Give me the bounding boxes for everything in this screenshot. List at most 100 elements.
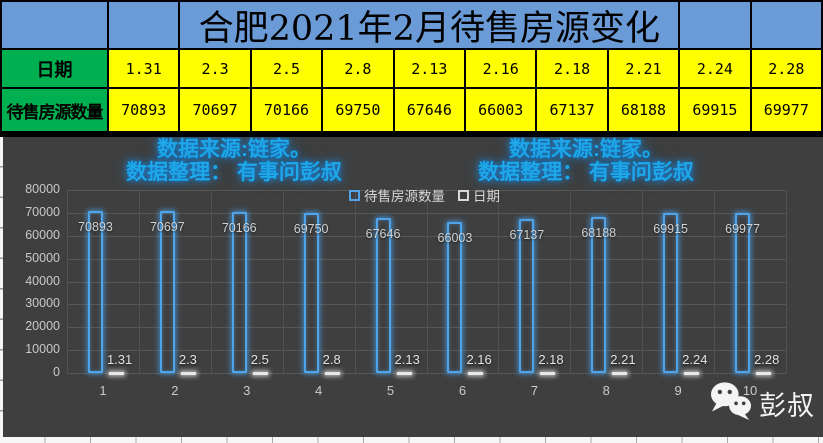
wechat-icon: [708, 380, 754, 426]
y-axis-tick-label: 0: [53, 365, 60, 379]
date-bar: [396, 372, 412, 375]
count-cell[interactable]: 69977: [751, 89, 821, 131]
x-axis-category-label: 8: [602, 383, 610, 398]
date-bar: [108, 372, 124, 375]
date-value-label: 2.18: [538, 352, 564, 367]
legend-item-date[interactable]: 日期: [458, 185, 500, 205]
bar-value-label: 67646: [365, 227, 401, 242]
wechat-branding: 彭叔: [708, 380, 815, 426]
date-cell[interactable]: 2.8: [323, 50, 393, 87]
date-cell[interactable]: 2.24: [680, 50, 750, 87]
date-cell[interactable]: 1.31: [109, 50, 179, 87]
date-cell[interactable]: 2.5: [251, 50, 322, 87]
date-cell[interactable]: 2.16: [466, 50, 536, 87]
count-cell[interactable]: 70697: [180, 89, 250, 131]
x-gridline: [282, 190, 284, 373]
date-value-label: 2.24: [682, 352, 708, 367]
date-value-label: 1.31: [106, 352, 133, 367]
date-cell[interactable]: 2.3: [180, 50, 250, 87]
x-axis-category-label: 3: [243, 383, 251, 398]
date-row-label[interactable]: 日期: [2, 50, 107, 87]
inventory-bar: [375, 218, 391, 373]
watermark-source-line: 数据来源:链家。: [509, 138, 663, 161]
x-axis-category-label: 2: [171, 383, 179, 398]
inventory-bar: [735, 212, 751, 373]
count-cell[interactable]: 67646: [394, 89, 464, 131]
x-axis-category-label: 7: [530, 383, 538, 398]
x-gridline: [138, 190, 140, 373]
inventory-bar: [591, 217, 607, 373]
date-cell[interactable]: 2.18: [537, 50, 607, 87]
watermark-right: 数据来源:链家。 数据整理： 有事问彭叔: [421, 138, 751, 185]
x-axis-category-label: 5: [386, 383, 395, 398]
date-cell[interactable]: 2.13: [394, 50, 464, 87]
x-axis-category-label: 10: [742, 383, 758, 398]
watermark-source-line: 数据来源:链家。: [157, 138, 311, 161]
x-axis-category-label: 4: [315, 383, 323, 398]
legend-item-inventory[interactable]: 待售房源数量: [349, 185, 445, 205]
header-empty-cell[interactable]: [109, 2, 179, 48]
count-cell[interactable]: 69915: [680, 89, 750, 131]
bar-value-label: 69750: [293, 222, 329, 237]
x-gridline: [67, 190, 68, 373]
x-gridline: [570, 190, 572, 373]
x-axis-category-label: 1: [99, 383, 107, 398]
series-marker-icon: [349, 189, 360, 201]
count-cell[interactable]: 70166: [251, 89, 322, 131]
watermark-left: 数据来源:链家。 数据整理： 有事问彭叔: [69, 138, 399, 185]
inventory-bar: [519, 219, 535, 373]
date-bar: [684, 372, 700, 375]
date-cell[interactable]: 2.21: [608, 50, 679, 87]
inventory-bar: [87, 210, 103, 373]
inventory-chart: 0 10000 20000 30000 40000 50000 60000 70000 8000…: [0, 137, 823, 443]
table-title-cell[interactable]: 合肥2021年2月待售房源变化: [180, 2, 679, 49]
count-cell[interactable]: 69750: [323, 89, 393, 131]
date-bar: [540, 372, 556, 375]
bar-value-label: 68188: [581, 226, 617, 241]
sheet-row-edge-strip: [0, 137, 3, 443]
y-axis-tick-label: 40000: [25, 273, 60, 288]
bar-value-label: 69915: [653, 222, 689, 237]
date-value-label: 2.21: [610, 352, 636, 367]
legend-label: 日期: [473, 189, 500, 204]
date-value-label: 2.8: [322, 352, 341, 367]
y-axis-tick-label: 70000: [25, 204, 60, 219]
count-cell[interactable]: 67137: [537, 89, 607, 131]
bar-value-label: 67137: [509, 228, 545, 243]
x-gridline: [642, 190, 644, 373]
bar-value-label: 70166: [221, 221, 257, 236]
date-value-label: 2.5: [250, 352, 269, 367]
date-bar: [756, 372, 772, 375]
y-axis-tick-label: 30000: [25, 296, 60, 311]
date-value-label: 2.13: [394, 352, 420, 367]
y-axis-tick-label: 10000: [25, 342, 60, 357]
series-marker-icon: [458, 189, 469, 201]
date-value-label: 2.3: [178, 352, 197, 367]
inventory-bar: [159, 211, 175, 373]
date-cell[interactable]: 2.28: [751, 50, 821, 87]
header-empty-cell[interactable]: [2, 2, 107, 48]
brand-name: 彭叔: [759, 390, 815, 421]
bar-value-label: 70893: [78, 219, 113, 234]
y-axis-tick-label: 80000: [25, 182, 60, 196]
bar-value-label: 66003: [437, 231, 473, 246]
y-gridline: [67, 373, 786, 374]
inventory-bar: [663, 213, 679, 373]
count-row-label[interactable]: 待售房源数量: [2, 89, 107, 131]
header-empty-cell[interactable]: [680, 2, 750, 48]
date-bar: [324, 372, 340, 375]
chart-legend: 待售房源数量 日期: [349, 185, 500, 205]
watermark-credit-line: 数据整理： 有事问彭叔: [126, 161, 342, 184]
x-axis-category-label: 6: [458, 383, 467, 398]
sheet-column-edge-strip: [0, 437, 823, 443]
count-cell[interactable]: 70893: [109, 89, 179, 131]
date-value-label: 2.28: [754, 352, 780, 367]
count-cell[interactable]: 68188: [608, 89, 679, 131]
data-table: 合肥2021年2月待售房源变化 日期 待售房源数量 1.31 2.3 2.5 2.8 2…: [0, 0, 823, 137]
x-gridline: [426, 190, 428, 373]
bar-value-label: 69977: [725, 221, 760, 236]
x-gridline: [786, 190, 787, 373]
count-cell[interactable]: 66003: [466, 89, 536, 131]
date-bar: [612, 372, 628, 375]
header-empty-cell[interactable]: [751, 2, 821, 48]
